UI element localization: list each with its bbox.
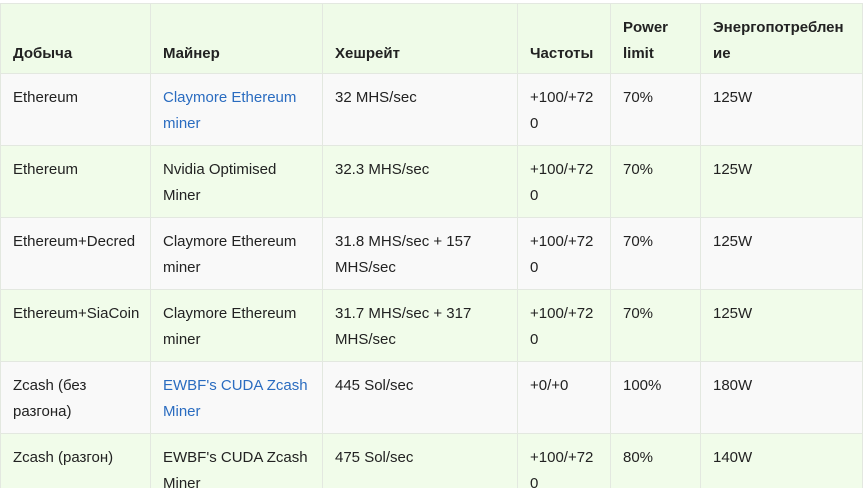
column-header: Хешрейт — [322, 3, 518, 74]
table-row: Ethereum Nvidia Optimised Miner 32.3 MHS/s… — [0, 145, 863, 218]
table-cell: 445 Sol/sec — [322, 361, 518, 434]
column-header: Добыча — [0, 3, 151, 74]
column-header: Power limit — [610, 3, 701, 74]
table-cell: Zcash (разгон) — [0, 433, 151, 488]
column-header: Частоты — [517, 3, 611, 74]
table-cell: Claymore Ethereum miner — [150, 289, 323, 362]
table-cell: 70% — [610, 217, 701, 290]
table-cell: EWBF's CUDA Zcash Miner — [150, 361, 323, 434]
table-row: Ethereum Claymore Ethereum miner 32 MHS/se… — [0, 73, 863, 146]
table-cell: Ethereum — [0, 145, 151, 218]
table-cell: 125W — [700, 145, 863, 218]
table-cell: Ethereum+Decred — [0, 217, 151, 290]
table-cell: +100/+720 — [517, 217, 611, 290]
table-cell: Nvidia Optimised Miner — [150, 145, 323, 218]
table-cell: 140W — [700, 433, 863, 488]
table-cell: Ethereum+SiaCoin — [0, 289, 151, 362]
table-cell: 70% — [610, 145, 701, 218]
table-cell: 475 Sol/sec — [322, 433, 518, 488]
table-cell: 31.8 MHS/sec + 157 MHS/sec — [322, 217, 518, 290]
table-cell: 32 MHS/sec — [322, 73, 518, 146]
table-row: Zcash (без разгона) EWBF's CUDA Zcash Min… — [0, 361, 863, 434]
table-cell: Claymore Ethereum miner — [150, 73, 323, 146]
table-cell: +100/+720 — [517, 145, 611, 218]
table-cell: 180W — [700, 361, 863, 434]
table-cell: 32.3 MHS/sec — [322, 145, 518, 218]
table-row: Zcash (разгон) EWBF's CUDA Zcash Miner 475… — [0, 433, 863, 488]
table-cell: Ethereum — [0, 73, 151, 146]
column-header: Майнер — [150, 3, 323, 74]
table-cell: EWBF's CUDA Zcash Miner — [150, 433, 323, 488]
table-cell: +100/+720 — [517, 433, 611, 488]
mining-table: Добыча Майнер Хешрейт Частоты Power limit Эне… — [0, 3, 863, 488]
table-cell: +100/+720 — [517, 289, 611, 362]
table-cell: 125W — [700, 217, 863, 290]
table-cell: 125W — [700, 73, 863, 146]
table-cell: Zcash (без разгона) — [0, 361, 151, 434]
link[interactable]: EWBF's CUDA Zcash Miner — [163, 377, 308, 420]
table-cell: +0/+0 — [517, 361, 611, 434]
table-cell: 80% — [610, 433, 701, 488]
page: Добыча Майнер Хешрейт Частоты Power limit Эне… — [0, 3, 865, 488]
table-cell: 31.7 MHS/sec + 317 MHS/sec — [322, 289, 518, 362]
header-row: Добыча Майнер Хешрейт Частоты Power limit Эне… — [0, 3, 863, 74]
table-body: Ethereum Claymore Ethereum miner 32 MHS/se… — [0, 73, 863, 488]
table-row: Ethereum+SiaCoin Claymore Ethereum miner 3… — [0, 289, 863, 362]
table-cell: Claymore Ethereum miner — [150, 217, 323, 290]
table-row: Ethereum+Decred Claymore Ethereum miner 31… — [0, 217, 863, 290]
table-cell: 70% — [610, 289, 701, 362]
table-cell: +100/+720 — [517, 73, 611, 146]
column-header: Энергопотребление — [700, 3, 863, 74]
table-cell: 100% — [610, 361, 701, 434]
table-cell: 125W — [700, 289, 863, 362]
link[interactable]: Claymore Ethereum miner — [163, 89, 297, 132]
table-cell: 70% — [610, 73, 701, 146]
